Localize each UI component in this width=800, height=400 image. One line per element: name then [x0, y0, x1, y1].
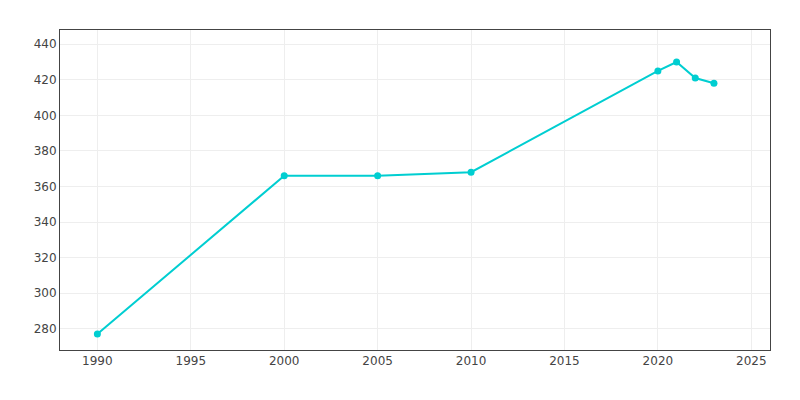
svg-text:300: 300: [34, 286, 57, 300]
svg-text:420: 420: [34, 73, 57, 87]
svg-text:380: 380: [34, 144, 57, 158]
svg-text:1990: 1990: [82, 354, 113, 368]
svg-text:1995: 1995: [176, 354, 207, 368]
svg-text:2005: 2005: [362, 354, 393, 368]
svg-text:400: 400: [34, 109, 57, 123]
svg-text:2015: 2015: [549, 354, 580, 368]
svg-text:2025: 2025: [736, 354, 767, 368]
svg-text:2000: 2000: [269, 354, 300, 368]
svg-text:440: 440: [34, 37, 57, 51]
svg-text:2010: 2010: [456, 354, 487, 368]
svg-text:280: 280: [34, 322, 57, 336]
svg-text:320: 320: [34, 251, 57, 265]
svg-text:340: 340: [34, 215, 57, 229]
svg-text:360: 360: [34, 180, 57, 194]
svg-text:2020: 2020: [643, 354, 674, 368]
